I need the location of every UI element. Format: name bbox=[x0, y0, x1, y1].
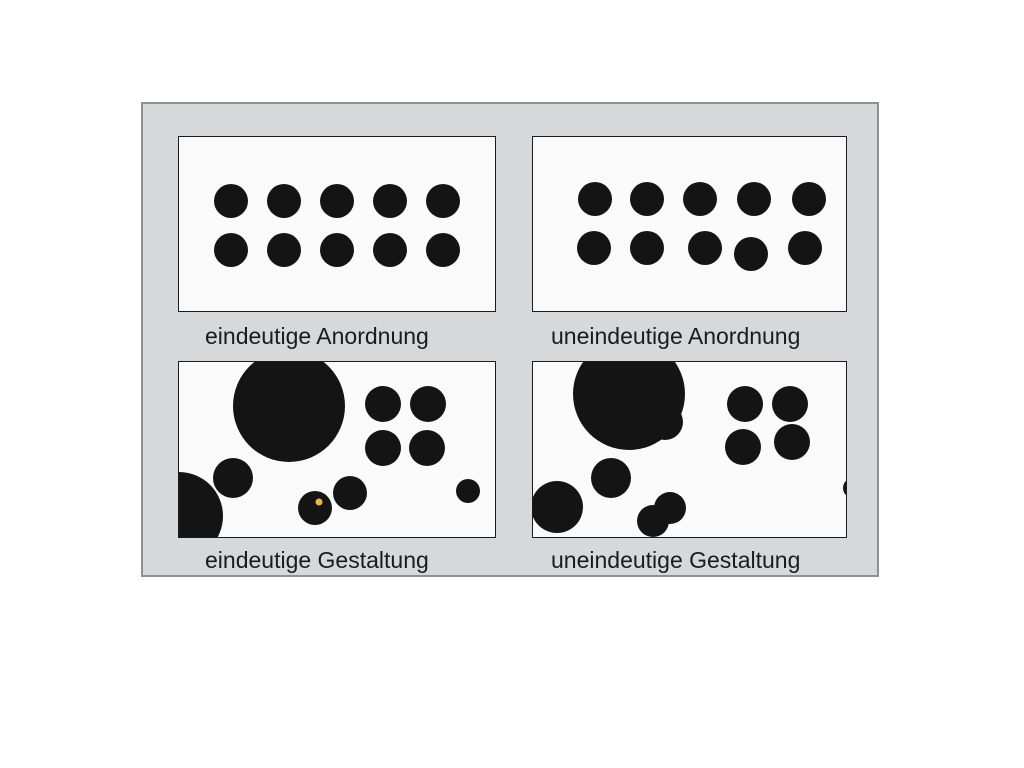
panel-eindeutige-anordnung bbox=[178, 136, 496, 312]
panel-uneindeutige-anordnung bbox=[532, 136, 847, 312]
dot bbox=[214, 184, 248, 218]
dot bbox=[426, 184, 460, 218]
dot bbox=[320, 184, 354, 218]
dot bbox=[792, 182, 826, 216]
dot bbox=[298, 491, 332, 525]
dot bbox=[320, 233, 354, 267]
caption-uneindeutige-gestaltung: uneindeutige Gestaltung bbox=[551, 547, 801, 573]
shapes-irregular bbox=[533, 362, 846, 537]
dot bbox=[365, 386, 401, 422]
dot bbox=[654, 492, 686, 524]
dot bbox=[267, 233, 301, 267]
dot bbox=[373, 233, 407, 267]
dot bbox=[409, 430, 445, 466]
dot bbox=[688, 231, 722, 265]
dot bbox=[630, 231, 664, 265]
caption-eindeutige-anordnung: eindeutige Anordnung bbox=[205, 323, 429, 349]
dot-grid-irregular bbox=[577, 182, 826, 271]
gestalt-figure: eindeutige Anordnung uneindeutige Anordn… bbox=[141, 102, 879, 577]
dot bbox=[737, 182, 771, 216]
shapes-regular bbox=[179, 362, 480, 537]
dot bbox=[725, 429, 761, 465]
small-dot bbox=[456, 479, 480, 503]
caption-uneindeutige-anordnung: uneindeutige Anordnung bbox=[551, 323, 801, 349]
dot-grid-regular bbox=[214, 184, 460, 267]
dot bbox=[365, 430, 401, 466]
dot bbox=[734, 237, 768, 271]
dot bbox=[267, 184, 301, 218]
dot bbox=[214, 233, 248, 267]
caption-eindeutige-gestaltung: eindeutige Gestaltung bbox=[205, 547, 429, 573]
dot bbox=[772, 386, 808, 422]
dot bbox=[630, 182, 664, 216]
medium-circle bbox=[591, 458, 631, 498]
dot bbox=[577, 231, 611, 265]
highlight-dot bbox=[315, 498, 323, 506]
merged-circle bbox=[647, 404, 683, 440]
dot bbox=[373, 184, 407, 218]
large-circle bbox=[233, 362, 345, 462]
edge-dot bbox=[843, 480, 846, 496]
edge-circle bbox=[533, 481, 583, 533]
dot bbox=[426, 233, 460, 267]
dot bbox=[727, 386, 763, 422]
dot bbox=[410, 386, 446, 422]
dot bbox=[578, 182, 612, 216]
dot bbox=[788, 231, 822, 265]
medium-circle bbox=[213, 458, 253, 498]
panel-eindeutige-gestaltung bbox=[178, 361, 496, 538]
dot bbox=[333, 476, 367, 510]
dot bbox=[683, 182, 717, 216]
dot bbox=[774, 424, 810, 460]
panel-uneindeutige-gestaltung bbox=[532, 361, 847, 538]
corner-circle bbox=[179, 472, 223, 537]
